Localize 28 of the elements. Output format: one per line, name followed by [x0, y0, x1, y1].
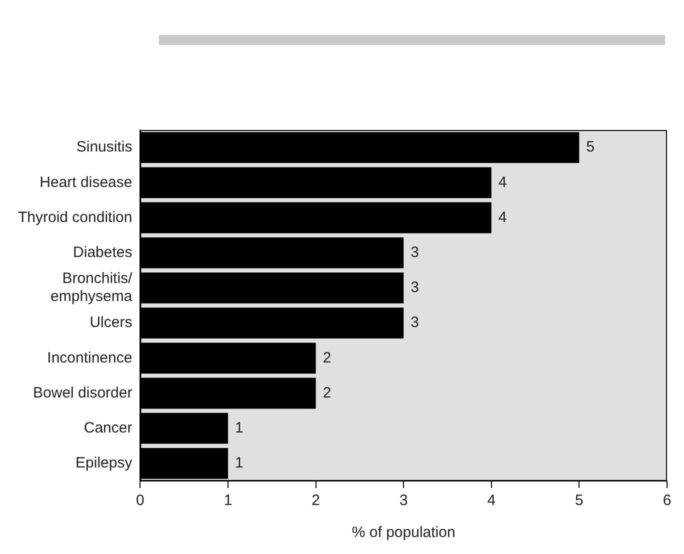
x-tick-label: 1: [224, 492, 232, 510]
x-tick-label: 4: [487, 492, 496, 510]
y-tick-label: Diabetes: [73, 244, 132, 261]
y-tick-label: Incontinence: [47, 349, 132, 366]
data-label: 3: [410, 244, 419, 261]
y-tick-label: Thyroid condition: [18, 208, 132, 226]
x-tick-label: 6: [662, 492, 672, 510]
data-label: 2: [322, 384, 332, 402]
data-label: 1: [235, 454, 244, 472]
y-tick-label: Ulcers: [90, 314, 132, 332]
x-tick-label: 5: [575, 492, 584, 510]
x-axis-title: % of population: [352, 524, 456, 542]
y-tick-label: Cancer: [84, 419, 132, 436]
y-tick-label: Heart disease: [40, 174, 132, 191]
data-label: 2: [322, 349, 332, 366]
data-label: 1: [235, 419, 244, 436]
y-tick-label: Bowel disorder: [33, 384, 132, 402]
data-label: 5: [586, 138, 595, 156]
data-label: 4: [498, 208, 507, 226]
data-label: 4: [498, 174, 507, 191]
y-tick-label: Epilepsy: [76, 454, 133, 472]
y-tick-label: Bronchitis/ emphysema: [50, 270, 134, 306]
x-tick-label: 3: [399, 492, 408, 510]
x-tick-label: 0: [136, 492, 144, 510]
data-label: 3: [410, 279, 419, 296]
y-tick-label: Sinusitis: [76, 138, 132, 156]
data-label: 3: [410, 314, 419, 332]
x-tick-label: 2: [312, 492, 320, 510]
